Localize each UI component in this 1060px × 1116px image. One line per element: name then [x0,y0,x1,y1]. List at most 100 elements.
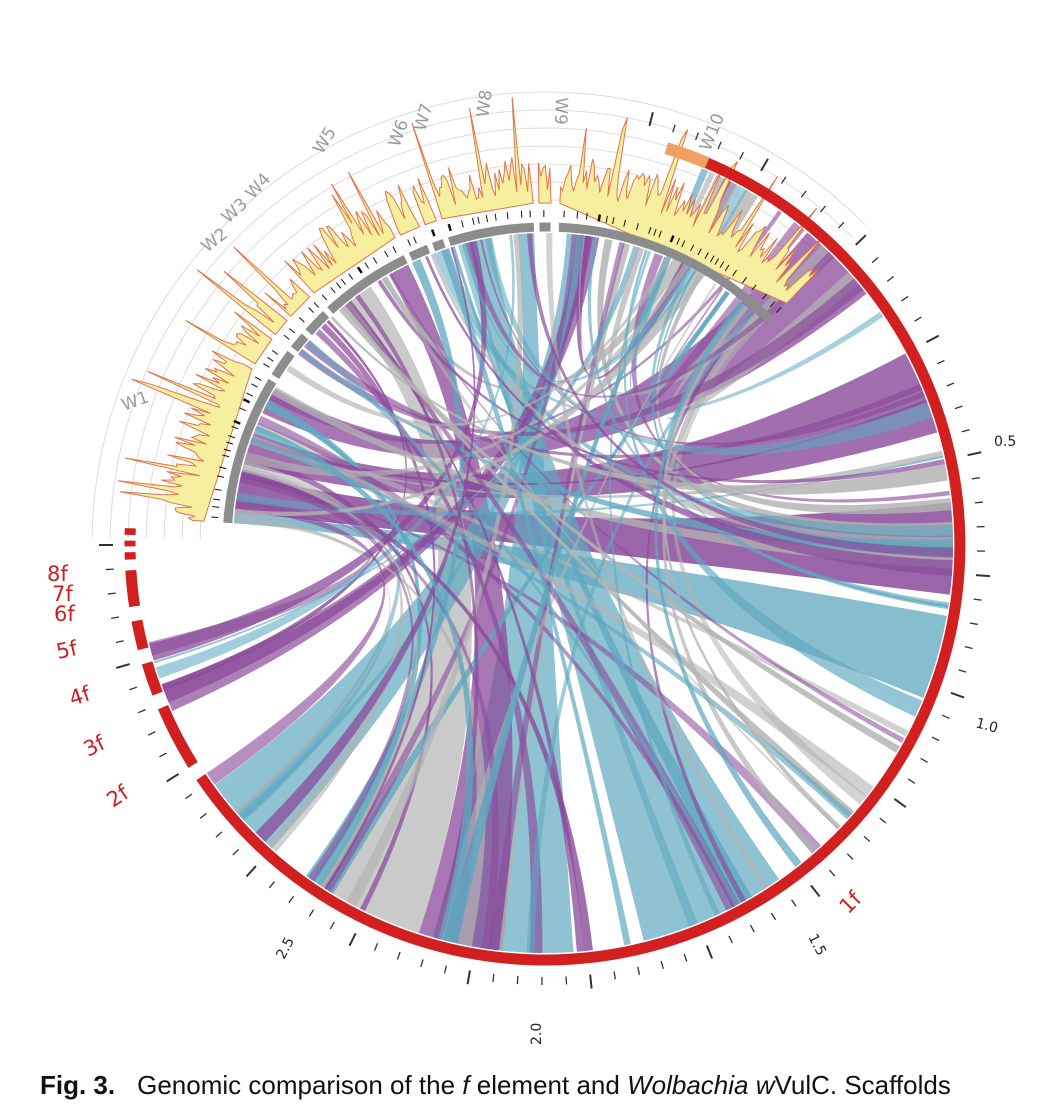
scale-tick [348,932,357,947]
gene-mark [340,278,346,285]
f-label-6f: 6f [54,602,75,626]
w-scaffold-bar [223,378,277,524]
scale-tick [329,921,335,930]
synteny-link [441,248,631,946]
gene-mark [348,273,354,280]
scale-tick [871,257,879,264]
gene-mark [719,261,725,268]
gene-mark [239,407,246,412]
scale-tick [660,960,664,969]
gene-mark [263,363,270,368]
gene-mark [769,301,776,307]
scale-tick [199,812,207,819]
coverage-histogram [559,117,826,304]
scale-tick [373,942,379,951]
caption-text-a: Genomic comparison of the [137,1070,463,1100]
gene-mark [761,293,768,300]
gene-mark [254,376,262,381]
gene-mark [477,216,480,224]
gene-mark [211,516,219,519]
gene-mark [585,212,588,220]
gene-mark [710,255,715,263]
w-label-w2: W2 [198,224,232,257]
gene-mark [219,466,227,470]
gene-mark [676,238,680,245]
scale-tick [443,965,447,974]
scale-tick [829,869,836,877]
synteny-link [214,233,589,849]
gene-mark [336,282,342,289]
gene-mark [597,214,602,222]
scale-tick [760,158,769,172]
coverage-histogram [117,350,253,522]
gene-mark [384,250,389,258]
synteny-link [306,259,465,883]
gene-mark [461,220,464,228]
gene-mark [669,235,675,243]
scale-tick [728,935,733,944]
synteny-link [465,241,835,398]
gene-mark [407,239,412,247]
gene-mark [364,262,370,269]
scale-tick [147,731,156,736]
scale-label-1.5: 1.5 [804,931,829,958]
scale-label-2.0: 2.0 [529,1023,545,1045]
f-label-2f: 2f [102,780,133,812]
scale-tick [973,598,982,601]
gene-mark [222,454,230,458]
coverage-histogram [196,269,288,336]
gene-mark [648,227,652,234]
gene-mark [233,419,241,425]
gene-mark [741,277,747,284]
scale-tick [589,974,593,989]
gene-mark [330,287,336,294]
scale-tick [111,616,120,620]
gene-mark [214,488,222,491]
synteny-link [345,301,740,911]
w-label-w7: W7 [411,101,438,133]
gene-mark [223,448,231,452]
gene-mark [226,441,234,445]
gene-mark [289,328,296,334]
scale-tick [810,884,821,898]
coverage-histogram [537,162,552,204]
caption-fig-label: Fig. 3. [40,1070,116,1100]
gene-mark [485,215,489,223]
scale-tick [648,112,654,127]
scale-tick [516,976,519,985]
gene-mark [605,215,608,223]
synteny-link [330,316,948,495]
scale-tick [901,295,909,302]
scale-tick [672,124,676,133]
scale-tick [268,881,275,889]
scale-tick [791,899,797,907]
scale-tick [137,709,146,714]
w-label-w8: W8 [473,89,497,119]
gene-mark [506,212,509,220]
synteny-link [235,402,401,822]
w-scaffold-bar [558,222,774,324]
scale-label-1.0: 1.0 [974,715,1000,736]
coverage-histogram [412,178,438,226]
caption-wolbachia-italic: Wolbachia [627,1070,749,1100]
gene-mark [212,506,220,508]
w-scaffold-bar [327,255,408,314]
scale-tick [819,205,826,213]
figure-caption: Fig. 3. Genomic comparison of the f eleme… [40,1070,1050,1101]
synteny-link [488,242,625,951]
w-label-w1: W1 [119,387,152,415]
gene-mark [714,258,719,265]
f-label-4f: 4f [66,681,94,710]
scale-tick [941,714,950,719]
gene-mark [298,317,305,323]
scale-tick [613,971,616,980]
wolbachia-scaffold-ring [211,210,782,524]
synteny-link [298,278,864,436]
f-label-5f: 5f [54,636,80,664]
gene-mark [704,252,709,259]
gene-mark [313,302,320,308]
scale-label-0.5: 0.5 [994,434,1016,450]
scale-tick [129,686,138,691]
caption-text-b: element and [469,1070,628,1100]
f-label-1f: 1f [835,886,867,918]
